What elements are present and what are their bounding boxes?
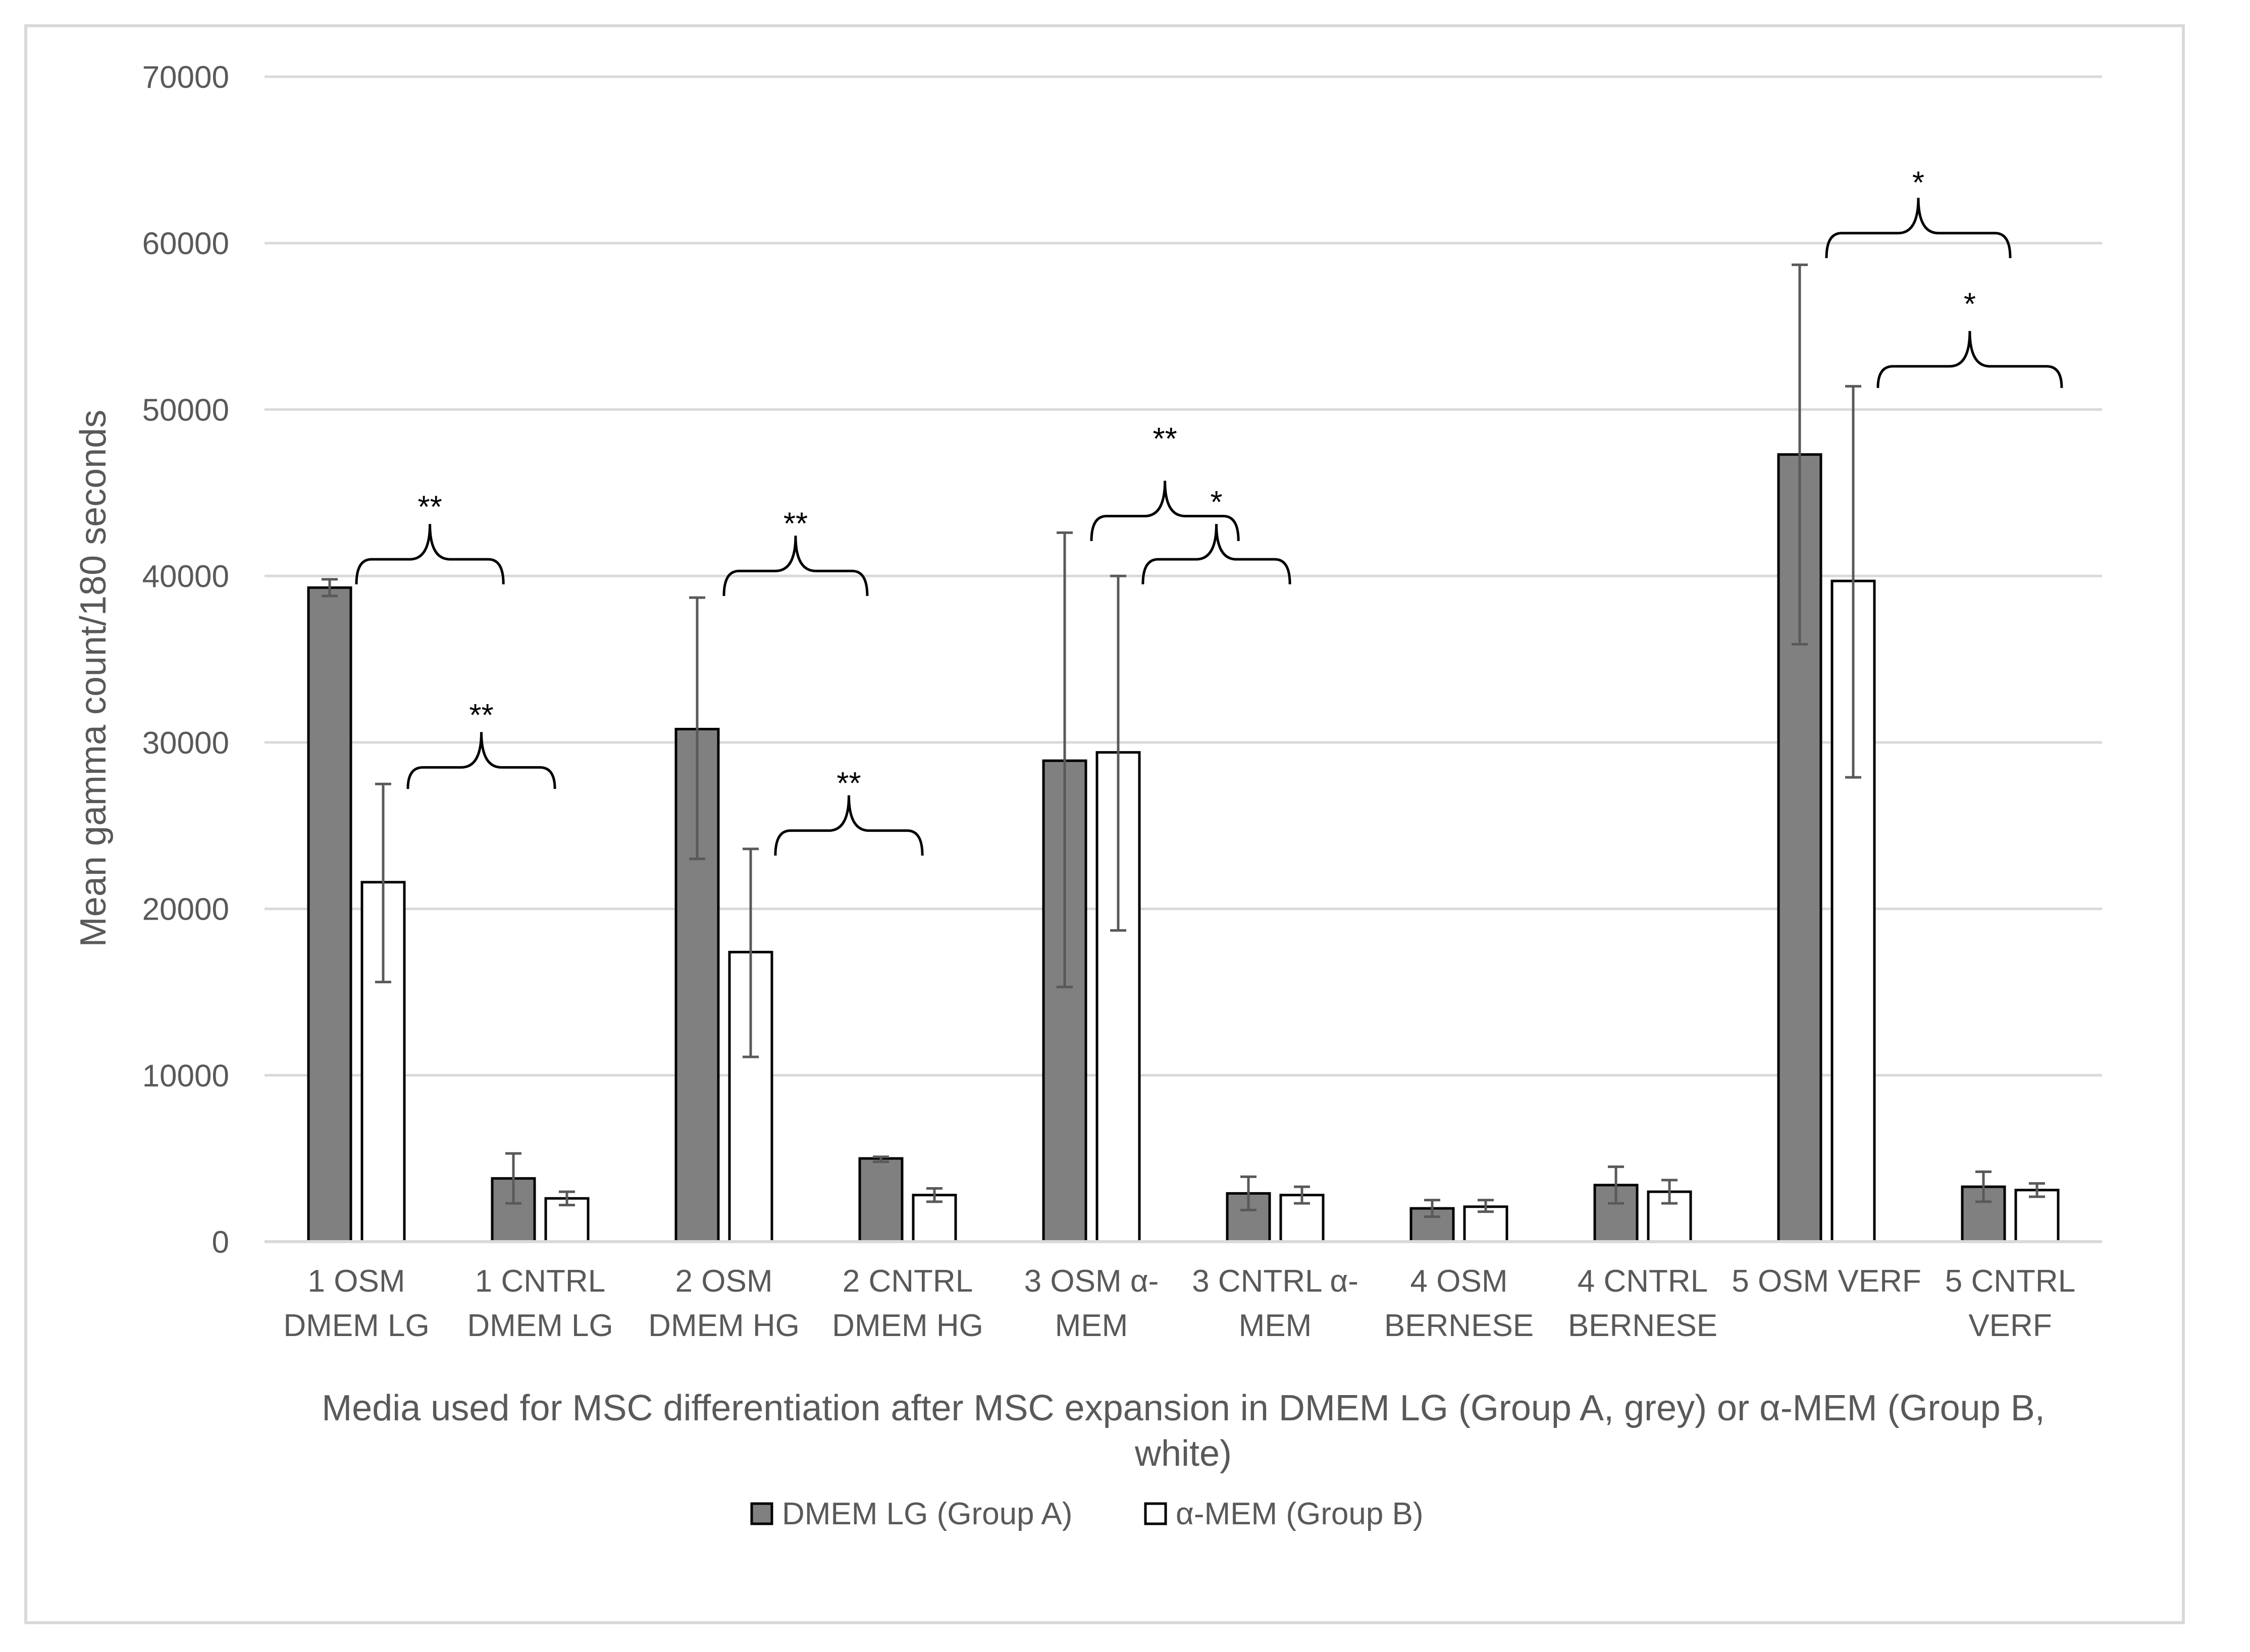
significance-label-5: ** <box>1153 422 1177 457</box>
legend-label-group-b: α-MEM (Group B) <box>1176 1497 1424 1531</box>
significance-label-8: * <box>1964 287 1976 322</box>
x-tick-label-cat10-line1: 5 CNTRL <box>1945 1264 2075 1299</box>
x-tick-label-cat9-line1: 5 OSM VERF <box>1732 1264 1921 1299</box>
significance-bracket-7 <box>1825 197 2012 258</box>
y-tick-label-40000: 40000 <box>142 559 229 594</box>
significance-label-6: * <box>1210 485 1222 520</box>
x-tick-label-cat10-line2: VERF <box>1968 1308 2052 1343</box>
x-axis-title-line-1: Media used for MSC differentiation after… <box>322 1388 2045 1428</box>
y-tick-label-70000: 70000 <box>142 60 229 95</box>
legend-swatch-group-b <box>1144 1502 1167 1525</box>
x-tick-label-cat7-line1: 4 OSM <box>1410 1264 1508 1299</box>
bar-series2-cat10 <box>2014 1189 2060 1243</box>
legend: DMEM LG (Group A) α-MEM (Group B) <box>750 1497 1424 1531</box>
bar-series1-cat9 <box>1777 453 1822 1243</box>
x-tick-label-cat4-line1: 2 CNTRL <box>843 1264 973 1299</box>
x-tick-label-cat2-line1: 1 CNTRL <box>475 1264 605 1299</box>
y-axis-title: Mean gamma count/180 seconds <box>73 410 114 947</box>
bars <box>307 453 2060 1243</box>
y-tick-label-0: 0 <box>212 1225 229 1260</box>
bar-series1-cat1 <box>307 586 352 1243</box>
significance-brackets: ************* <box>355 166 2063 856</box>
significance-label-3: ** <box>783 507 808 542</box>
significance-bracket-8 <box>1876 331 2063 388</box>
y-tick-label-50000: 50000 <box>142 393 229 428</box>
legend-label-group-a: DMEM LG (Group A) <box>782 1497 1072 1531</box>
x-tick-label-cat3-line2: DMEM HG <box>648 1308 800 1343</box>
bar-series1-cat4 <box>858 1157 904 1243</box>
x-tick-label-cat4-line2: DMEM HG <box>832 1308 983 1343</box>
significance-bracket-4 <box>774 795 924 856</box>
x-tick-label-cat3-line1: 2 OSM <box>675 1264 773 1299</box>
y-tick-label-20000: 20000 <box>142 892 229 927</box>
y-tick-label-60000: 60000 <box>142 227 229 261</box>
x-tick-label-cat8-line2: BERNESE <box>1568 1308 1717 1343</box>
significance-label-1: ** <box>417 490 442 525</box>
legend-swatch-group-a <box>750 1502 773 1525</box>
significance-label-4: ** <box>836 766 861 801</box>
x-axis-title-line-2: white) <box>1134 1433 1232 1474</box>
gridlines <box>265 75 2102 1077</box>
x-tick-label-cat6-line1: 3 CNTRL α- <box>1192 1264 1358 1299</box>
y-tick-label-10000: 10000 <box>142 1058 229 1093</box>
x-tick-label-cat8-line1: 4 CNTRL <box>1578 1264 1708 1299</box>
x-tick-label-cat1-line2: DMEM LG <box>283 1308 429 1343</box>
x-tick-label-cat6-line2: MEM <box>1239 1308 1312 1343</box>
error-bars <box>322 263 2045 1218</box>
x-tick-label-cat5-line2: MEM <box>1055 1308 1128 1343</box>
y-tick-label-30000: 30000 <box>142 726 229 761</box>
x-tick-label-cat2-line2: DMEM LG <box>467 1308 613 1343</box>
significance-label-2: ** <box>469 698 493 733</box>
significance-bracket-2 <box>406 732 556 789</box>
significance-bracket-3 <box>722 536 869 596</box>
x-tick-label-cat5-line1: 3 OSM α- <box>1024 1264 1159 1299</box>
x-axis-category-labels: 1 OSM DMEM LG 1 CNTRL DMEM LG 2 OSM DMEM HG 2 … <box>283 1264 2075 1343</box>
x-tick-label-cat1-line1: 1 OSM <box>308 1264 405 1299</box>
x-tick-label-cat7-line2: BERNESE <box>1384 1308 1534 1343</box>
significance-bracket-5 <box>1090 481 1240 541</box>
y-axis-tick-labels: 0 10000 20000 30000 40000 50000 60000 70000 <box>142 60 229 1260</box>
chart-frame: 0 10000 20000 30000 40000 50000 60000 70000 ** *… <box>24 24 2185 1624</box>
significance-label-7: * <box>1912 166 1924 200</box>
